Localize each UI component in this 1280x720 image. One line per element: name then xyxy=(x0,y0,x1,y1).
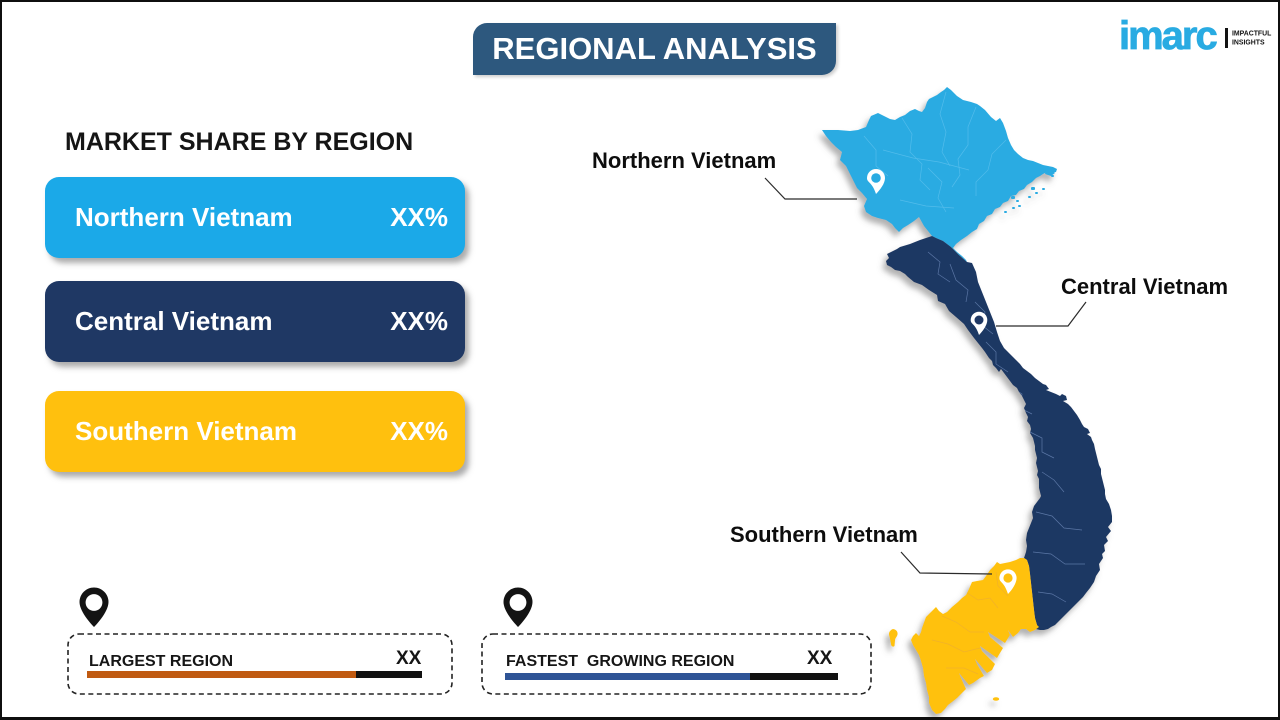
svg-text:XX: XX xyxy=(396,648,422,669)
svg-text:INSIGHTS: INSIGHTS xyxy=(1232,40,1265,47)
svg-text:LARGEST REGION: LARGEST REGION xyxy=(89,653,233,670)
svg-text:FASTEST GROWING REGION: FASTEST GROWING REGION xyxy=(506,653,734,670)
svg-text:XX: XX xyxy=(807,648,833,669)
svg-text:imarc: imarc xyxy=(1119,14,1217,58)
svg-text:IMPACTFUL: IMPACTFUL xyxy=(1232,31,1271,38)
